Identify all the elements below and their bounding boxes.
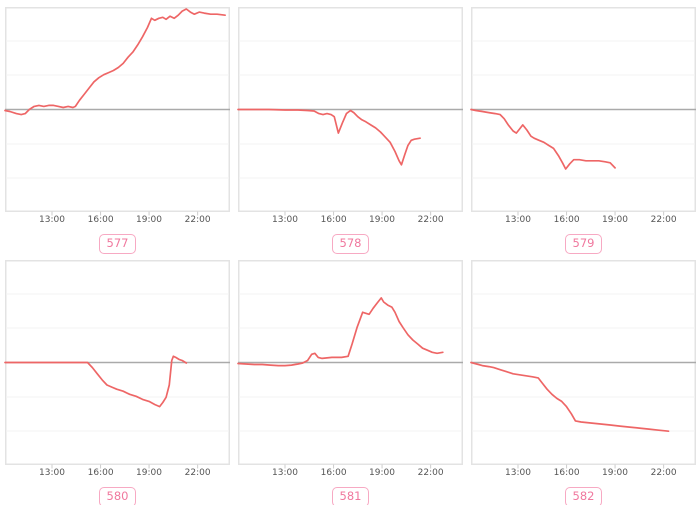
chart-card: 13:00 16:00 19:00 22:00 581 bbox=[237, 260, 463, 505]
chart-badge[interactable]: 577 bbox=[98, 234, 137, 255]
x-tick-label: 13:00 bbox=[39, 215, 65, 225]
x-tick-label: 19:00 bbox=[369, 468, 395, 478]
axis-ticks bbox=[51, 464, 199, 469]
axis-ticks bbox=[284, 464, 432, 469]
price-line bbox=[4, 8, 226, 116]
line-chart[interactable] bbox=[237, 260, 463, 469]
x-tick-label: 22:00 bbox=[650, 215, 677, 225]
price-line bbox=[470, 108, 616, 170]
x-tick-label: 19:00 bbox=[136, 468, 162, 478]
x-tick-label: 16:00 bbox=[320, 215, 347, 225]
gridlines bbox=[5, 40, 230, 179]
price-line bbox=[470, 361, 670, 433]
x-tick-label: 13:00 bbox=[272, 468, 298, 478]
line-chart[interactable] bbox=[4, 260, 230, 469]
gridlines bbox=[471, 40, 696, 179]
x-tick-label: 13:00 bbox=[505, 468, 531, 478]
chart-card: 13:00 16:00 19:00 22:00 579 bbox=[470, 7, 696, 260]
x-tick-label: 22:00 bbox=[184, 215, 211, 225]
x-tick-label: 19:00 bbox=[136, 215, 162, 225]
x-axis-labels: 13:00 16:00 19:00 22:00 bbox=[471, 213, 696, 227]
x-tick-label: 19:00 bbox=[602, 468, 628, 478]
chart-card: 13:00 16:00 19:00 22:00 580 bbox=[4, 260, 230, 505]
badge-row: 579 bbox=[471, 232, 696, 256]
gridlines bbox=[238, 40, 463, 179]
x-tick-label: 13:00 bbox=[505, 215, 531, 225]
x-axis-labels: 13:00 16:00 19:00 22:00 bbox=[238, 466, 463, 480]
price-line bbox=[237, 108, 421, 166]
axis-ticks bbox=[517, 464, 665, 469]
x-tick-label: 16:00 bbox=[553, 468, 580, 478]
x-tick-label: 22:00 bbox=[417, 215, 444, 225]
badge-row: 577 bbox=[5, 232, 230, 256]
gridlines bbox=[238, 293, 463, 432]
x-tick-label: 16:00 bbox=[320, 468, 347, 478]
chart-card: 13:00 16:00 19:00 22:00 578 bbox=[237, 7, 463, 260]
chart-badge[interactable]: 579 bbox=[564, 234, 603, 255]
chart-badge[interactable]: 582 bbox=[564, 487, 603, 505]
gridlines bbox=[5, 293, 230, 432]
chart-badge[interactable]: 580 bbox=[98, 487, 137, 505]
x-tick-label: 22:00 bbox=[184, 468, 211, 478]
axis-ticks bbox=[284, 211, 432, 216]
x-tick-label: 16:00 bbox=[87, 215, 114, 225]
line-chart[interactable] bbox=[470, 260, 696, 469]
x-tick-label: 19:00 bbox=[602, 215, 628, 225]
price-line bbox=[237, 297, 444, 367]
line-chart[interactable] bbox=[4, 7, 230, 216]
x-tick-label: 16:00 bbox=[553, 215, 580, 225]
x-tick-label: 16:00 bbox=[87, 468, 114, 478]
x-tick-label: 13:00 bbox=[39, 468, 65, 478]
x-tick-label: 19:00 bbox=[369, 215, 395, 225]
price-line bbox=[4, 355, 188, 408]
x-axis-labels: 13:00 16:00 19:00 22:00 bbox=[471, 466, 696, 480]
line-chart[interactable] bbox=[470, 7, 696, 216]
x-tick-label: 22:00 bbox=[417, 468, 444, 478]
chart-card: 13:00 16:00 19:00 22:00 577 bbox=[4, 7, 230, 260]
x-axis-labels: 13:00 16:00 19:00 22:00 bbox=[238, 213, 463, 227]
gridlines bbox=[471, 293, 696, 432]
axis-ticks bbox=[517, 211, 665, 216]
chart-badge[interactable]: 581 bbox=[331, 487, 370, 505]
badge-row: 582 bbox=[471, 485, 696, 505]
badge-row: 578 bbox=[238, 232, 463, 256]
chart-card: 13:00 16:00 19:00 22:00 582 bbox=[470, 260, 696, 505]
badge-row: 580 bbox=[5, 485, 230, 505]
axis-ticks bbox=[51, 211, 199, 216]
badge-row: 581 bbox=[238, 485, 463, 505]
x-axis-labels: 13:00 16:00 19:00 22:00 bbox=[5, 466, 230, 480]
line-chart[interactable] bbox=[237, 7, 463, 216]
x-axis-labels: 13:00 16:00 19:00 22:00 bbox=[5, 213, 230, 227]
chart-badge[interactable]: 578 bbox=[331, 234, 370, 255]
x-tick-label: 22:00 bbox=[650, 468, 677, 478]
x-tick-label: 13:00 bbox=[272, 215, 298, 225]
